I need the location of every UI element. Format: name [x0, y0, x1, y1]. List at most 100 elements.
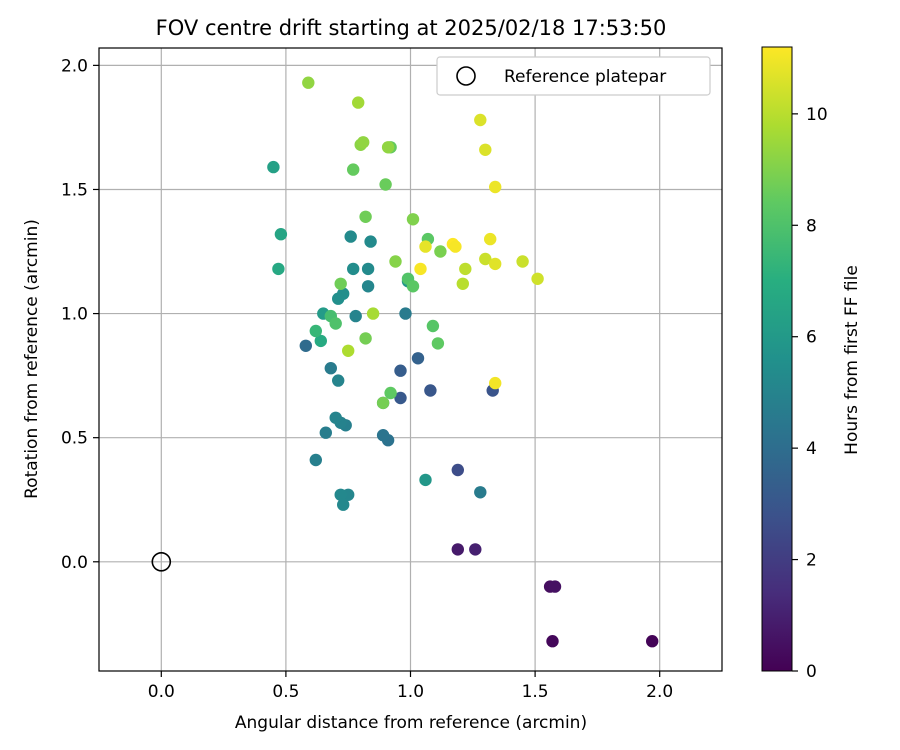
data-point — [314, 334, 327, 348]
colorbar-tick-label: 8 — [806, 216, 817, 236]
data-point — [548, 580, 562, 593]
data-point — [361, 262, 375, 276]
data-point — [324, 362, 337, 375]
data-point — [451, 543, 464, 556]
y-tick-label: 1.0 — [61, 305, 88, 325]
legend: Reference platepar — [436, 56, 711, 96]
data-point — [332, 374, 345, 387]
data-point — [332, 292, 345, 305]
data-point — [489, 257, 502, 271]
data-point — [384, 386, 397, 400]
data-point — [434, 245, 447, 258]
data-point — [309, 453, 322, 467]
data-point — [337, 498, 350, 511]
data-point — [359, 210, 372, 223]
colorbar-tick-label: 2 — [806, 551, 817, 571]
data-point — [379, 178, 392, 191]
data-point — [381, 141, 395, 154]
data-point — [474, 486, 487, 499]
colorbar: 0 2 4 6 8 10 Hours from first FF file — [761, 46, 862, 682]
data-point — [329, 317, 342, 330]
y-tick-label: 1.5 — [61, 180, 88, 200]
data-point — [349, 309, 362, 323]
data-point — [406, 213, 420, 226]
data-point — [319, 426, 332, 439]
data-point — [267, 160, 280, 174]
data-point — [406, 280, 420, 293]
reference-platepar-marker — [151, 551, 172, 572]
legend-marker — [456, 66, 476, 86]
data-point — [489, 376, 502, 390]
data-point — [329, 411, 342, 424]
data-point — [359, 332, 372, 345]
colorbar-tick-label: 0 — [806, 662, 817, 682]
colorbar-tick-label: 6 — [806, 328, 817, 348]
data-point — [431, 337, 445, 350]
data-point — [389, 255, 402, 268]
data-point — [366, 307, 380, 320]
data-point — [342, 344, 355, 357]
data-point — [531, 272, 544, 285]
x-tick-label: 0.0 — [148, 682, 175, 702]
data-point — [334, 277, 347, 290]
legend-box — [436, 56, 711, 96]
grid-lines — [99, 48, 722, 671]
data-point — [361, 280, 375, 293]
chart-title: FOV centre drift starting at 2025/02/18 … — [156, 16, 667, 40]
y-tick-label: 0.0 — [61, 553, 88, 573]
x-tick-label: 1.5 — [522, 682, 549, 702]
data-point — [449, 240, 462, 253]
data-point — [414, 262, 427, 276]
data-point — [309, 324, 322, 338]
y-tick-label: 0.5 — [61, 429, 88, 449]
colorbar-tick-label: 4 — [806, 439, 817, 459]
data-point — [419, 473, 432, 487]
y-axis-label: Rotation from reference (arcmin) — [22, 219, 42, 499]
data-point — [426, 319, 440, 333]
colorbar-gradient — [761, 46, 793, 672]
y-tick-label: 2.0 — [61, 56, 88, 76]
data-point — [424, 384, 437, 397]
data-point — [299, 339, 312, 352]
data-point — [357, 136, 370, 149]
data-point — [394, 391, 407, 405]
data-point — [394, 364, 407, 377]
data-point — [347, 163, 360, 176]
legend-entry-label: Reference platepar — [504, 67, 666, 87]
data-point — [474, 113, 487, 127]
data-point — [334, 488, 347, 501]
data-point — [272, 262, 285, 276]
data-point — [376, 429, 390, 442]
data-point — [546, 635, 559, 648]
data-points — [267, 76, 659, 648]
data-point — [479, 143, 492, 156]
data-point — [459, 262, 472, 276]
data-point — [376, 396, 390, 410]
data-point — [399, 307, 412, 320]
x-tick-label: 2.0 — [646, 682, 673, 702]
data-point — [344, 230, 357, 243]
data-point — [456, 277, 469, 290]
data-point — [469, 543, 482, 556]
x-tick-label: 1.0 — [397, 682, 424, 702]
x-tick-label: 0.5 — [272, 682, 299, 702]
data-point — [274, 228, 288, 241]
data-point — [302, 76, 315, 89]
colorbar-tick-label: 10 — [806, 105, 828, 125]
data-point — [364, 235, 377, 248]
data-point — [479, 252, 492, 266]
x-axis-label: Angular distance from reference (arcmin) — [235, 713, 587, 733]
x-axis-ticks: 0.0 0.5 1.0 1.5 2.0 — [148, 671, 673, 702]
colorbar-ticks: 0 2 4 6 8 10 — [792, 105, 828, 682]
data-point — [516, 255, 529, 268]
y-axis-ticks: 0.0 0.5 1.0 1.5 2.0 — [61, 56, 99, 573]
data-point — [411, 352, 425, 365]
data-point — [352, 96, 365, 109]
colorbar-label: Hours from first FF file — [842, 265, 862, 455]
data-point — [489, 180, 502, 194]
data-point — [484, 232, 497, 246]
data-point — [646, 635, 659, 648]
data-point — [419, 240, 432, 253]
data-point — [347, 262, 360, 276]
